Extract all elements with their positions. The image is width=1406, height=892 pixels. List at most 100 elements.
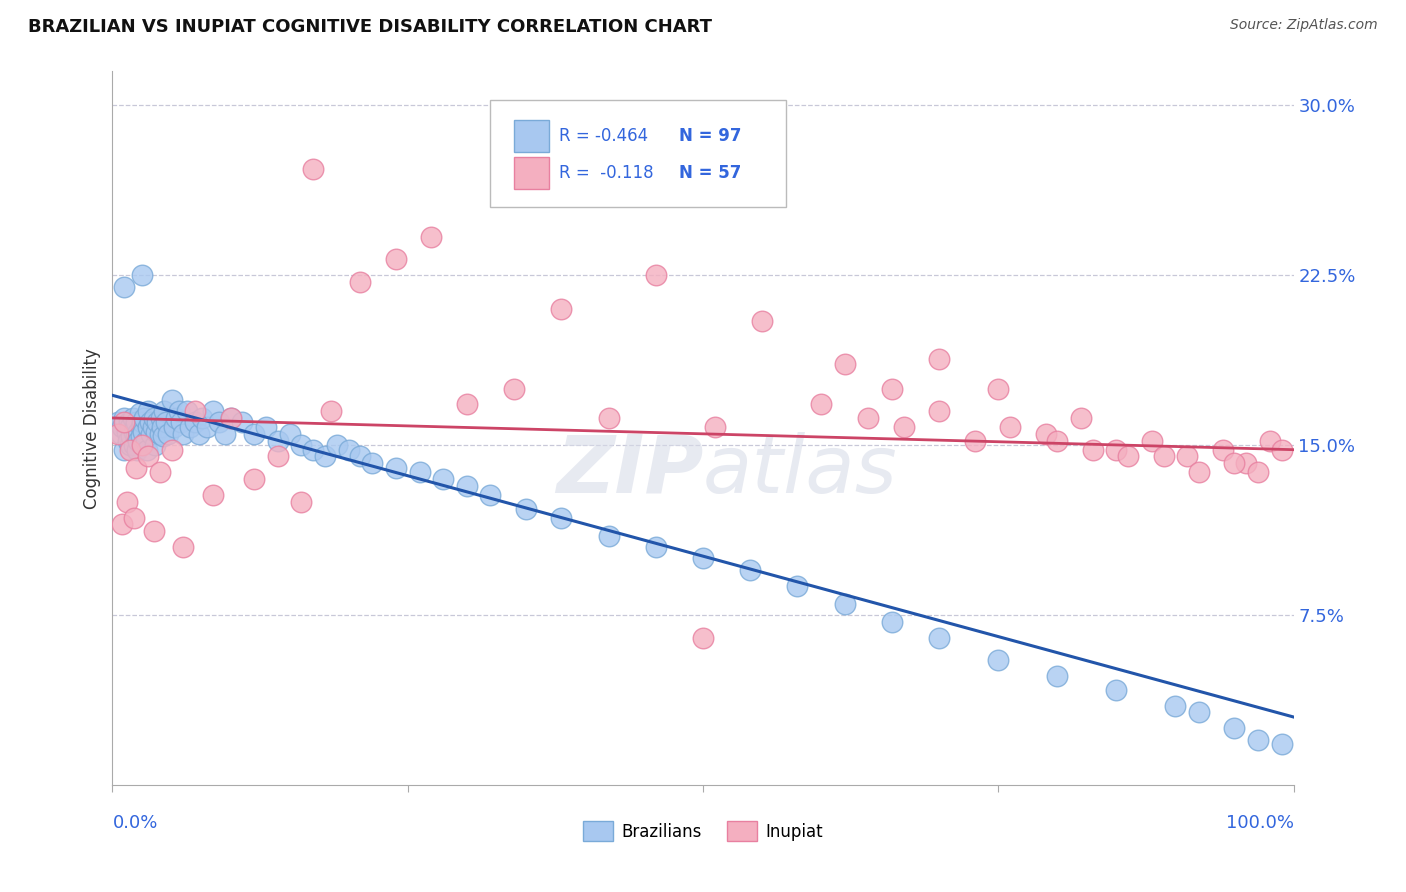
Point	[998, 420, 1021, 434]
Point	[195, 420, 218, 434]
Point	[408, 466, 430, 480]
Point	[987, 382, 1010, 396]
Point	[165, 411, 187, 425]
Point	[112, 442, 135, 457]
Point	[1175, 450, 1198, 464]
Point	[153, 404, 176, 418]
Point	[1223, 456, 1246, 470]
Point	[184, 416, 207, 430]
Point	[125, 460, 148, 475]
Point	[111, 517, 134, 532]
Text: 0.0%: 0.0%	[112, 814, 157, 831]
FancyBboxPatch shape	[515, 157, 550, 189]
Point	[208, 416, 231, 430]
Text: N = 97: N = 97	[679, 127, 742, 145]
FancyBboxPatch shape	[515, 120, 550, 152]
Point	[1247, 732, 1270, 747]
Point	[170, 416, 193, 430]
Point	[928, 404, 950, 418]
Point	[127, 442, 149, 457]
Point	[125, 429, 148, 443]
Point	[111, 420, 134, 434]
Point	[314, 450, 336, 464]
Point	[107, 426, 129, 441]
Point	[1105, 682, 1128, 697]
Text: atlas: atlas	[703, 432, 898, 510]
Text: Source: ZipAtlas.com: Source: ZipAtlas.com	[1230, 18, 1378, 32]
Point	[201, 404, 224, 418]
Point	[160, 392, 183, 407]
Point	[179, 420, 201, 434]
Point	[751, 313, 773, 327]
Point	[214, 426, 236, 441]
Point	[1188, 706, 1211, 720]
Point	[132, 425, 155, 439]
Point	[115, 425, 138, 439]
Point	[184, 404, 207, 418]
Point	[432, 472, 454, 486]
Point	[150, 420, 173, 434]
Point	[117, 434, 139, 448]
Point	[135, 434, 157, 448]
Point	[127, 434, 149, 448]
Point	[267, 434, 290, 448]
Point	[361, 456, 384, 470]
Point	[1070, 411, 1092, 425]
Point	[118, 416, 141, 430]
Point	[550, 302, 572, 317]
Point	[703, 420, 725, 434]
Point	[267, 450, 290, 464]
Point	[880, 615, 903, 629]
Point	[692, 551, 714, 566]
Point	[385, 460, 408, 475]
Point	[135, 442, 157, 457]
Point	[115, 495, 138, 509]
Point	[515, 501, 537, 516]
Point	[1046, 669, 1069, 683]
Point	[146, 416, 169, 430]
Point	[187, 426, 209, 441]
Point	[163, 420, 186, 434]
Point	[456, 479, 478, 493]
Point	[550, 510, 572, 524]
Point	[987, 653, 1010, 667]
Point	[122, 425, 145, 439]
Point	[107, 416, 129, 430]
Point	[337, 442, 360, 457]
Point	[120, 442, 142, 457]
Point	[302, 442, 325, 457]
Point	[349, 275, 371, 289]
Point	[149, 426, 172, 441]
Point	[420, 229, 443, 244]
Point	[131, 416, 153, 430]
Point	[928, 631, 950, 645]
Point	[1105, 442, 1128, 457]
Point	[129, 429, 152, 443]
Point	[141, 426, 163, 441]
Point	[254, 420, 277, 434]
Point	[176, 404, 198, 418]
Point	[143, 438, 166, 452]
Point	[136, 420, 159, 434]
Point	[385, 252, 408, 267]
Text: N = 57: N = 57	[679, 164, 742, 182]
Point	[131, 268, 153, 283]
Point	[290, 438, 312, 452]
Point	[278, 426, 301, 441]
Point	[110, 426, 132, 441]
Point	[598, 529, 620, 543]
Text: BRAZILIAN VS INUPIAT COGNITIVE DISABILITY CORRELATION CHART: BRAZILIAN VS INUPIAT COGNITIVE DISABILIT…	[28, 18, 711, 36]
Point	[302, 161, 325, 176]
Point	[598, 411, 620, 425]
Point	[172, 426, 194, 441]
Point	[503, 382, 526, 396]
Point	[129, 420, 152, 434]
Point	[1271, 442, 1294, 457]
Point	[1212, 442, 1234, 457]
Point	[149, 466, 172, 480]
Point	[136, 450, 159, 464]
Point	[152, 429, 174, 443]
Point	[121, 411, 143, 425]
Point	[127, 425, 149, 439]
Point	[122, 510, 145, 524]
